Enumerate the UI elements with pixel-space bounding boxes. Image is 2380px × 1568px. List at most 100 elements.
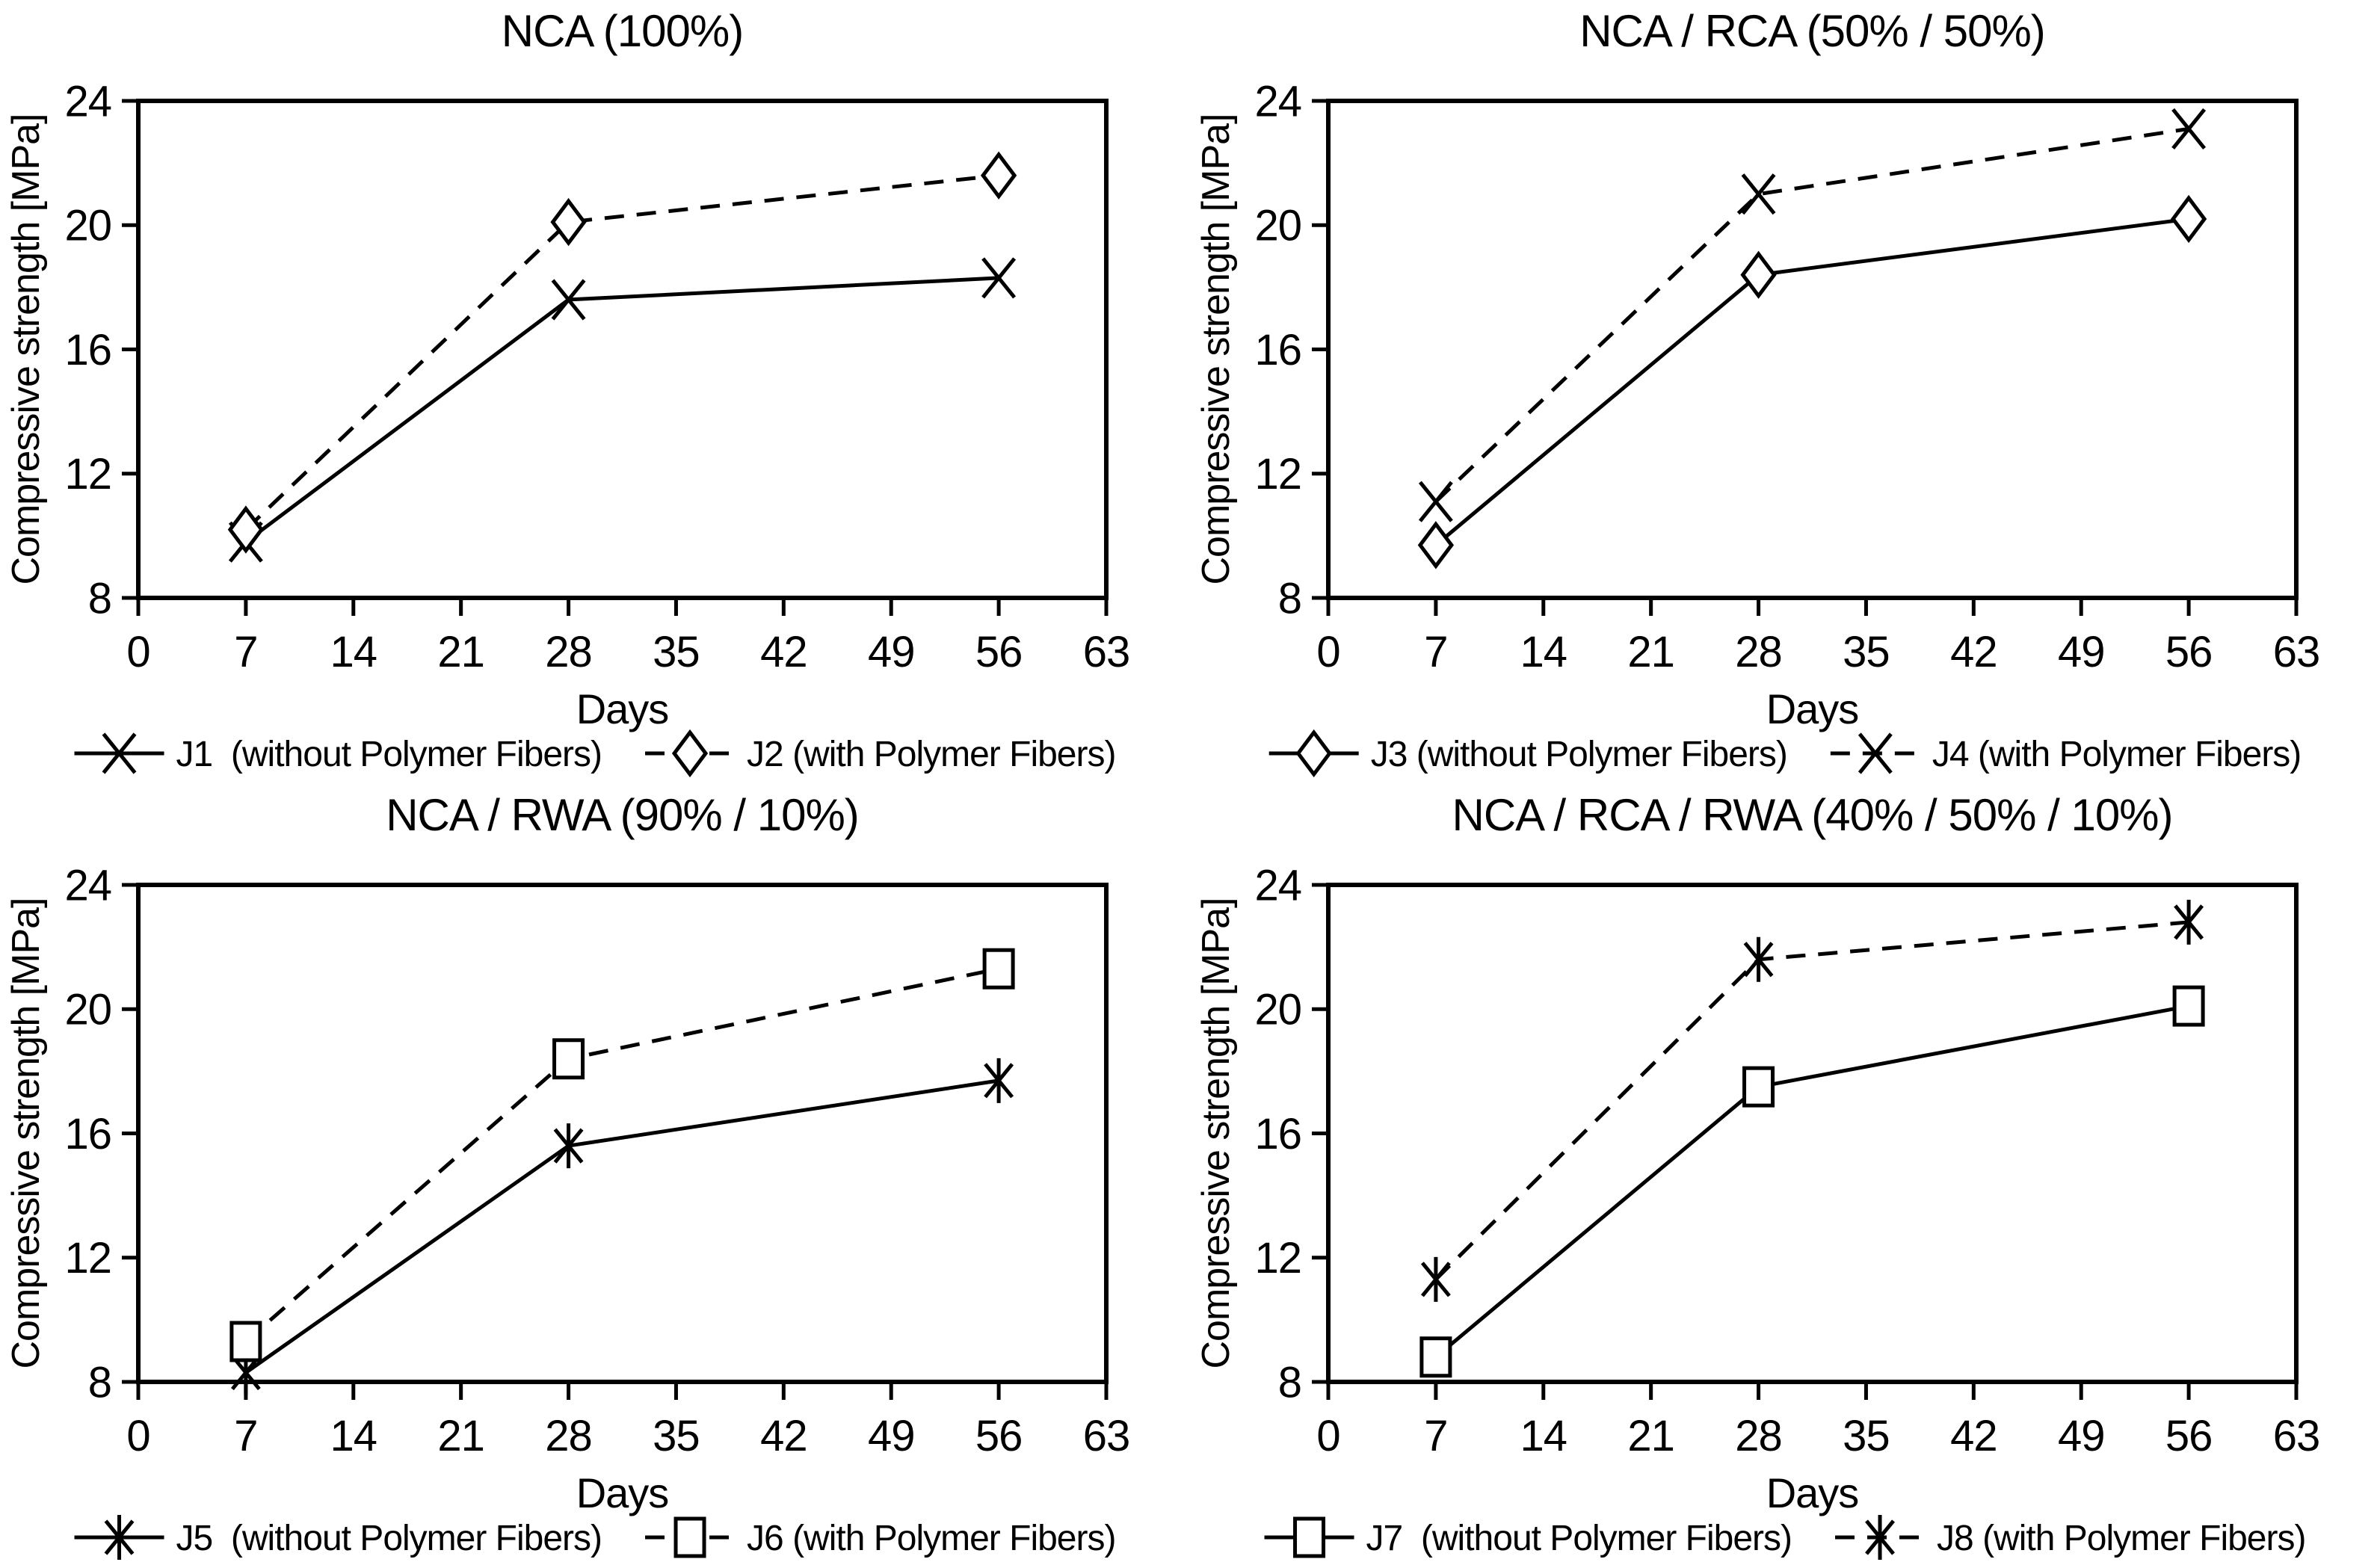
x-marker-stroke (981, 257, 1017, 299)
series-line (244, 173, 999, 531)
square-marker (2172, 985, 2205, 1027)
x-tick-label: 49 (2058, 628, 2105, 676)
legend-entry: J6 (with Polymer Fibers) (645, 1516, 1116, 1558)
x-marker (551, 279, 586, 321)
x-marker-stroke (1418, 481, 1453, 522)
legend-entry: J8 (with Polymer Fibers) (1835, 1515, 2306, 1560)
square-marker (552, 1038, 585, 1080)
x-tick-label: 14 (1520, 1412, 1567, 1460)
y-axis-title: Compressive strength [MPa] (1194, 898, 1238, 1368)
square-marker-shape (552, 1038, 585, 1080)
x-marker-stroke (2171, 108, 2207, 149)
y-tick-label: 12 (1254, 450, 1301, 499)
y-tick-label: 12 (64, 450, 111, 499)
y-tick-label: 20 (1254, 986, 1301, 1034)
x-axis-title: Days (576, 685, 669, 732)
chart-panel-nca-rca-50-50: NCA / RCA (50% / 50%) 8 12 16 20 24 0 7 14 21 28 35… (1190, 0, 2380, 784)
legend-label: J3 (without Polymer Fibers) (1371, 735, 1787, 774)
chart-panel-nca-rwa-90-10: NCA / RWA (90% / 10%) 8 12 16 20 24 0 7 14 21 28 35… (0, 784, 1190, 1568)
y-tick-label: 8 (1278, 1358, 1301, 1407)
chart-title: NCA / RWA (90% / 10%) (386, 790, 859, 840)
x-tick-label: 35 (653, 628, 700, 676)
x-tick-label: 14 (330, 1412, 377, 1460)
x-tick-label: 28 (1735, 1412, 1782, 1460)
asterisk-marker (984, 1058, 1014, 1103)
diamond-marker (1740, 250, 1777, 299)
x-tick-label: 35 (1843, 1412, 1890, 1460)
x-tick-label: 49 (868, 1412, 915, 1460)
x-tick-label: 0 (126, 628, 149, 676)
x-tick-label: 0 (1316, 628, 1339, 676)
diamond-marker-shape (1295, 729, 1332, 778)
x-tick-label: 0 (1316, 1412, 1339, 1460)
diamond-marker-shape (227, 505, 265, 554)
x-marker (1741, 173, 1776, 215)
square-marker-shape (1742, 1066, 1775, 1108)
y-axis-title: Compressive strength [MPa] (4, 114, 48, 584)
asterisk-marker (2174, 899, 2204, 945)
x-marker-stroke (551, 279, 586, 321)
y-tick-label: 20 (64, 986, 111, 1034)
asterisk-marker (1865, 1515, 1895, 1560)
x-marker-stroke (1858, 732, 1893, 774)
y-tick-label: 16 (64, 326, 111, 374)
legend-label: J5 (without Polymer Fibers) (176, 1519, 602, 1558)
series-line (244, 966, 999, 1343)
y-axis-title: Compressive strength [MPa] (1194, 114, 1238, 584)
diamond-marker (1295, 729, 1332, 778)
x-tick-label: 14 (1520, 628, 1567, 676)
chart-svg: NCA / RCA (50% / 50%) 8 12 16 20 24 0 7 14 21 28 35… (1194, 6, 2320, 778)
x-tick-label: 42 (760, 1412, 807, 1460)
square-marker-shape (1419, 1336, 1452, 1378)
x-tick-label: 63 (1083, 1412, 1130, 1460)
x-tick-label: 35 (1843, 628, 1890, 676)
x-tick-label: 28 (545, 628, 592, 676)
diamond-marker-shape (671, 729, 709, 778)
y-tick-label: 12 (64, 1234, 111, 1283)
x-marker (2171, 108, 2207, 149)
x-marker (981, 257, 1017, 299)
series-line (1434, 217, 2189, 547)
legend-entry: J4 (with Polymer Fibers) (1830, 732, 2302, 774)
x-tick-label: 63 (2273, 1412, 2320, 1460)
square-marker (229, 1321, 262, 1362)
x-tick-label: 63 (1083, 628, 1130, 676)
y-tick-label: 20 (64, 202, 111, 250)
square-marker-shape (229, 1321, 262, 1362)
square-marker-shape (2172, 985, 2205, 1027)
series-line (1434, 1004, 2189, 1359)
chart-panel-nca-rca-rwa-40-50-10: NCA / RCA / RWA (40% / 50% / 10%) 8 12 16 20… (1190, 784, 2380, 1568)
y-tick-label: 8 (88, 1358, 111, 1407)
plot-border (136, 99, 1109, 600)
x-axis-title: Days (1766, 685, 1859, 732)
asterisk-marker (104, 1515, 135, 1560)
legend-label: J2 (with Polymer Fibers) (747, 735, 1115, 774)
x-tick-label: 49 (868, 628, 915, 676)
x-tick-label: 7 (234, 628, 257, 676)
x-marker (1858, 732, 1893, 774)
chart-title: NCA (100%) (502, 6, 743, 56)
x-tick-label: 56 (975, 628, 1023, 676)
chart-svg: NCA / RWA (90% / 10%) 8 12 16 20 24 0 7 14 21 28 35… (4, 790, 1130, 1560)
y-axis-title: Compressive strength [MPa] (4, 898, 48, 1368)
diamond-marker (550, 197, 587, 247)
square-marker (982, 948, 1015, 990)
x-tick-label: 7 (1424, 1412, 1447, 1460)
square-marker-shape (1293, 1516, 1326, 1558)
y-tick-label: 24 (64, 861, 111, 910)
square-marker-shape (982, 948, 1015, 990)
x-axis-title: Days (1766, 1469, 1859, 1516)
legend-label: J6 (with Polymer Fibers) (747, 1519, 1115, 1558)
square-marker (673, 1516, 706, 1558)
x-tick-label: 14 (330, 628, 377, 676)
x-tick-label: 28 (545, 1412, 592, 1460)
x-tick-label: 21 (437, 1412, 484, 1460)
diamond-marker-shape (2170, 194, 2207, 244)
x-tick-label: 0 (126, 1412, 149, 1460)
x-tick-label: 21 (1627, 628, 1674, 676)
asterisk-marker (553, 1123, 584, 1169)
legend-entry: J1 (without Polymer Fibers) (74, 732, 602, 774)
series-line (1434, 126, 2189, 503)
plot-border (1326, 99, 2299, 600)
